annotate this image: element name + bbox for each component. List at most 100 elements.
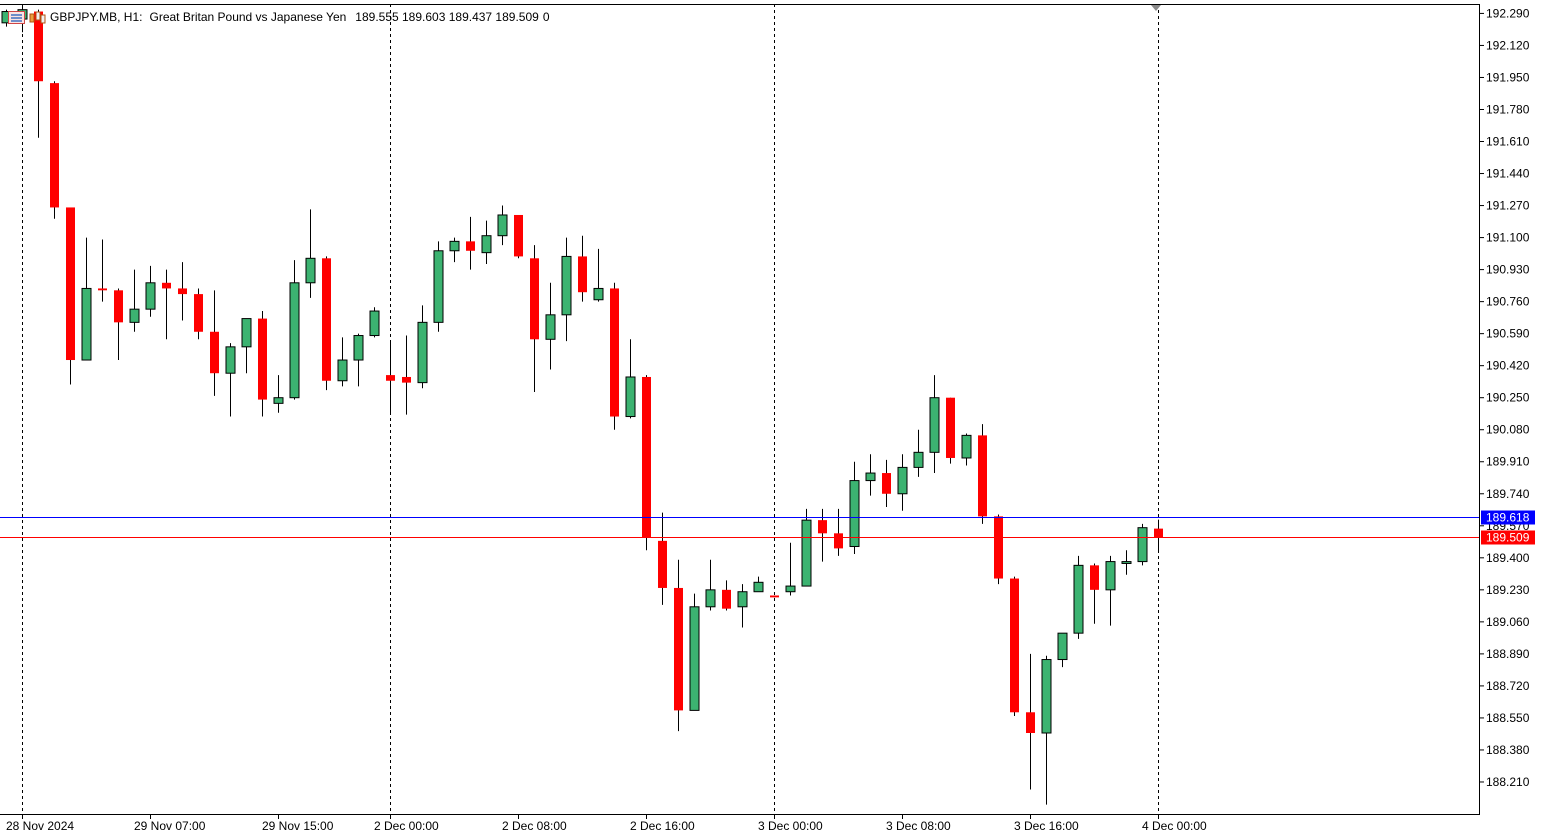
bear-candle-body <box>994 516 1003 579</box>
candle[interactable] <box>849 461 860 555</box>
candle[interactable] <box>34 9 43 138</box>
candle[interactable] <box>449 237 460 263</box>
candle[interactable] <box>433 241 444 332</box>
candle[interactable] <box>770 595 779 598</box>
candle[interactable] <box>1073 555 1084 639</box>
candle[interactable] <box>674 559 683 732</box>
candle[interactable] <box>337 337 348 387</box>
candle[interactable] <box>785 542 796 596</box>
candle[interactable] <box>946 397 955 464</box>
candle[interactable] <box>225 343 236 417</box>
candle[interactable] <box>481 220 492 264</box>
candle[interactable] <box>1057 632 1068 668</box>
bear-candle-body <box>658 540 667 588</box>
candle[interactable] <box>545 282 556 370</box>
candle[interactable] <box>162 269 171 340</box>
candle[interactable] <box>289 260 300 400</box>
candle[interactable] <box>210 290 219 396</box>
candle[interactable] <box>834 508 843 556</box>
candle[interactable] <box>561 237 572 342</box>
candle[interactable] <box>258 311 267 417</box>
candle[interactable] <box>658 512 667 605</box>
x-tick-label: 3 Dec 16:00 <box>1014 819 1079 833</box>
candle[interactable] <box>865 454 876 496</box>
y-tick-label: 188.890 <box>1486 647 1530 661</box>
candle[interactable] <box>178 262 187 321</box>
candle[interactable] <box>145 265 156 317</box>
x-tick-label: 28 Nov 2024 <box>6 819 74 833</box>
time-axis[interactable]: 28 Nov 2024 29 Nov 07:00 29 Nov 15:00 2 Dec… <box>6 814 1207 833</box>
candle[interactable] <box>882 459 891 507</box>
candle[interactable] <box>417 305 428 389</box>
candle[interactable] <box>1121 550 1132 575</box>
candle[interactable] <box>913 429 924 477</box>
candle[interactable] <box>1154 519 1163 551</box>
candle[interactable] <box>241 318 252 374</box>
candle[interactable] <box>369 307 380 338</box>
bear-candle-body <box>1010 578 1019 713</box>
candle[interactable] <box>1010 576 1019 717</box>
candle[interactable] <box>753 576 764 593</box>
candle[interactable] <box>194 288 203 340</box>
candle[interactable] <box>1041 655 1052 805</box>
bull-candle-body <box>81 287 92 361</box>
properties-icon[interactable] <box>8 10 25 24</box>
candle[interactable] <box>466 216 475 270</box>
candle[interactable] <box>273 375 284 413</box>
candle[interactable] <box>497 205 508 246</box>
candle[interactable] <box>353 333 364 387</box>
candle[interactable] <box>737 584 748 628</box>
price-axis[interactable]: 192.290 192.120 191.950 191.780 191.610 191.4… <box>1480 6 1530 789</box>
candle[interactable] <box>1090 563 1099 624</box>
candles[interactable] <box>1 4 1163 805</box>
candle[interactable] <box>530 245 539 393</box>
candle[interactable] <box>625 339 636 419</box>
symbol-description: Great Britan Pound vs Japanese Yen <box>149 10 347 24</box>
candle[interactable] <box>386 341 395 413</box>
bear-candle-body <box>162 282 171 289</box>
candle[interactable] <box>514 214 523 259</box>
y-tick-label: 188.550 <box>1486 711 1530 725</box>
bull-candle-body <box>305 257 316 284</box>
candle[interactable] <box>81 237 92 361</box>
candle[interactable] <box>705 559 716 611</box>
y-tick-label: 190.420 <box>1486 359 1530 373</box>
bid-price-label-bg <box>1481 530 1535 545</box>
bull-candle-body <box>145 282 156 310</box>
candle[interactable] <box>1105 555 1116 626</box>
candle[interactable] <box>98 239 107 302</box>
candle[interactable] <box>961 433 972 466</box>
candle[interactable] <box>129 269 140 332</box>
candle[interactable] <box>50 81 59 219</box>
y-tick-label: 190.930 <box>1486 263 1530 277</box>
candle[interactable] <box>593 248 604 302</box>
candle[interactable] <box>642 375 651 551</box>
candle[interactable] <box>610 282 619 430</box>
indicators-icon[interactable] <box>29 11 46 24</box>
bull-candle-body <box>289 282 300 399</box>
candle[interactable] <box>818 508 827 562</box>
shift-marker-icon[interactable] <box>1151 5 1161 11</box>
candle[interactable] <box>114 288 123 361</box>
candle[interactable] <box>578 235 587 302</box>
price-labels: 189.618 189.509 <box>1481 510 1535 545</box>
candle[interactable] <box>689 593 700 711</box>
candle[interactable] <box>994 514 1003 585</box>
bear-candle-body <box>978 435 987 517</box>
candle[interactable] <box>1137 523 1148 566</box>
bull-candle-body <box>433 250 444 323</box>
candle[interactable] <box>929 375 940 474</box>
candle[interactable] <box>402 335 411 415</box>
bear-candle-body <box>642 376 651 538</box>
candle[interactable] <box>322 256 331 391</box>
candle[interactable] <box>978 424 987 524</box>
candle[interactable] <box>1026 653 1035 790</box>
candle[interactable] <box>801 508 812 587</box>
candle[interactable] <box>897 454 908 511</box>
candle[interactable] <box>66 207 75 385</box>
candle[interactable] <box>722 580 731 611</box>
bull-candle-body <box>1121 561 1132 564</box>
candle[interactable] <box>305 209 316 298</box>
